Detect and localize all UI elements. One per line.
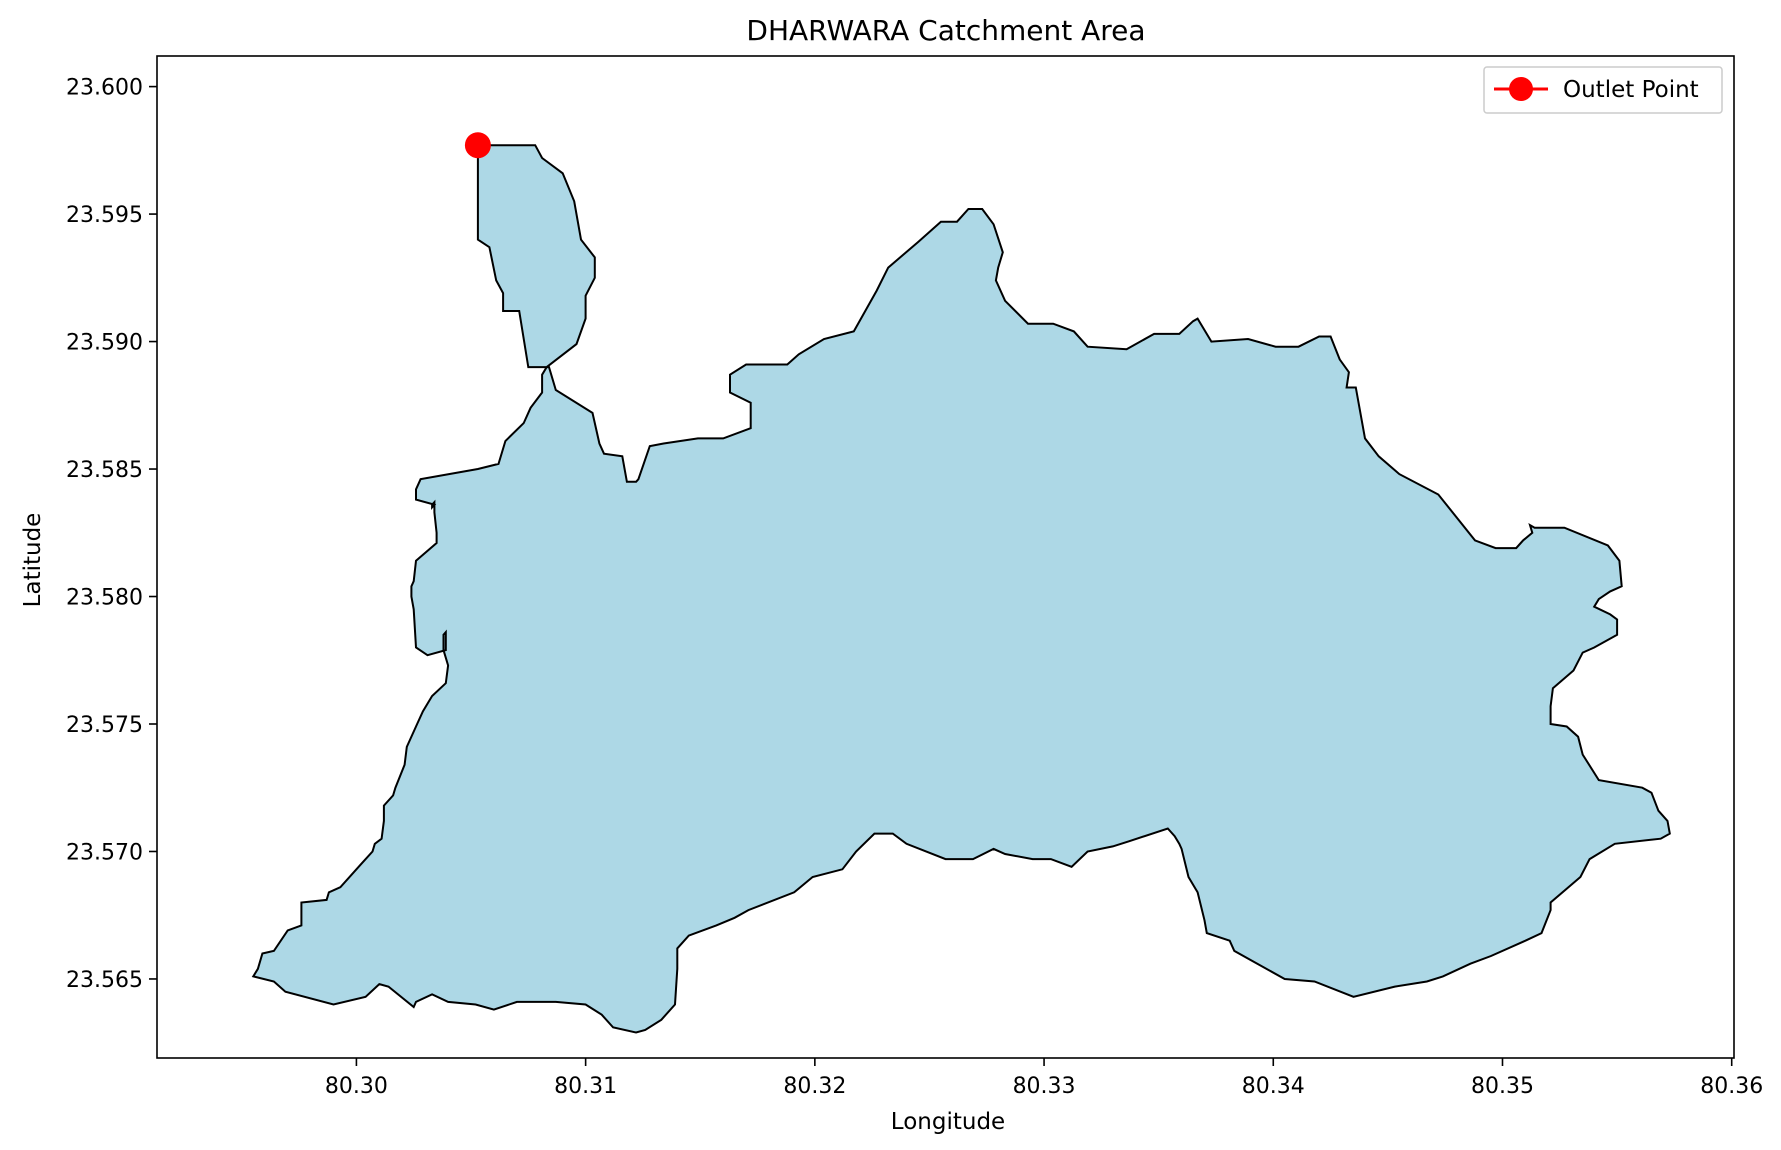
catchment-area-polygon [251,144,1671,1034]
x-tick-label: 80.32 [783,1074,846,1099]
legend-label-outlet-point: Outlet Point [1563,77,1699,103]
plot-frame [156,55,1735,1059]
x-axis-label: Longitude [891,1109,1005,1135]
y-tick-label: 23.600 [66,76,143,101]
y-tick-label: 23.565 [66,968,143,993]
x-tick-label: 80.30 [325,1074,388,1099]
x-tick-label: 80.31 [554,1074,617,1099]
x-tick-label: 80.34 [1242,1074,1305,1099]
plot-area [251,132,1671,1034]
y-tick-label: 23.590 [66,331,143,356]
legend-marker-dot [1509,77,1533,101]
x-tick-label: 80.33 [1013,1074,1076,1099]
y-tick-label: 23.575 [66,713,143,738]
legend-frame [1483,66,1723,114]
y-axis-label: Latitude [20,513,46,608]
y-tick-label: 23.580 [66,586,143,611]
legend: Outlet Point [1483,66,1723,114]
y-tick-label: 23.570 [66,840,143,865]
x-tick-label: 80.35 [1471,1074,1534,1099]
x-tick-label: 80.36 [1700,1074,1763,1099]
outlet-point-marker [464,132,491,159]
axes: 80.30 80.31 80.32 80.33 80.34 80.35 80.36 23.56… [66,55,1763,1099]
chart-title: DHARWARA Catchment Area [746,14,1145,47]
y-tick-label: 23.585 [66,458,143,483]
y-tick-label: 23.595 [66,203,143,228]
